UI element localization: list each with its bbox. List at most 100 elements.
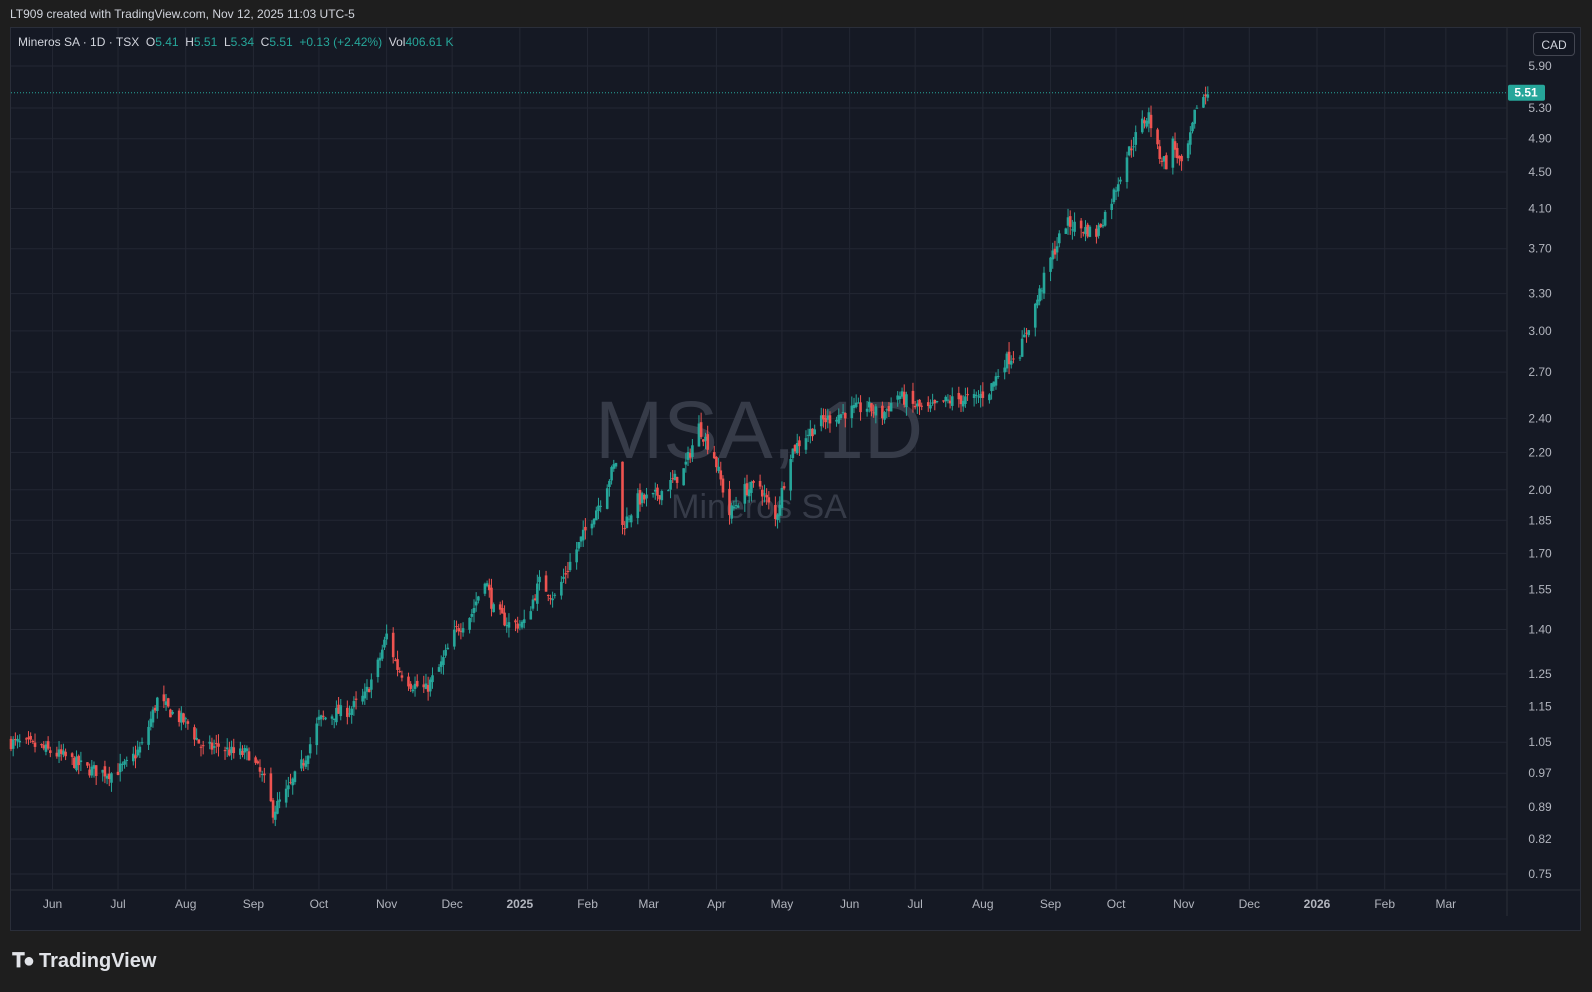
candle-body xyxy=(149,718,153,727)
candle-body xyxy=(996,375,1000,377)
candle-body xyxy=(933,399,937,404)
candle-body xyxy=(40,743,43,746)
candle-body xyxy=(1189,132,1192,145)
candle-body xyxy=(926,402,930,407)
candle-body xyxy=(487,584,491,591)
candle-body xyxy=(518,624,522,626)
candle-body xyxy=(658,495,661,500)
candle-body xyxy=(276,800,279,814)
candle-body xyxy=(1116,184,1120,192)
x-tick-label: Sep xyxy=(1040,897,1062,911)
candle-body xyxy=(1068,216,1072,227)
x-tick-label: Aug xyxy=(972,897,993,911)
x-tick-label: Dec xyxy=(1239,897,1260,911)
candle-body xyxy=(905,394,908,408)
x-tick-label: Jun xyxy=(840,897,859,911)
candle-body xyxy=(29,735,32,740)
candle-body xyxy=(1007,351,1011,365)
candle-body xyxy=(994,376,998,386)
candle-body xyxy=(549,598,552,600)
candle-body xyxy=(308,744,312,754)
candle-body xyxy=(180,712,183,723)
candle-body xyxy=(455,626,458,628)
candle-body xyxy=(1023,334,1026,338)
candle-body xyxy=(605,488,609,509)
candle-body xyxy=(88,769,91,776)
candle-body xyxy=(31,740,35,742)
candle-body xyxy=(1193,109,1196,124)
candle-body xyxy=(551,598,554,601)
candle-body xyxy=(171,711,174,714)
legend-open: 5.41 xyxy=(155,35,179,49)
candle-body xyxy=(675,476,679,483)
candle-body xyxy=(1095,228,1098,237)
candle-body xyxy=(300,759,303,769)
y-tick-label: 1.40 xyxy=(1528,622,1552,636)
tradingview-logo[interactable]: 𝐓● TradingView xyxy=(12,950,156,973)
candle-body xyxy=(350,708,353,716)
y-tick-label: 2.20 xyxy=(1528,445,1552,459)
candle-body xyxy=(1175,147,1179,159)
candle-body xyxy=(1204,94,1207,97)
candle-body xyxy=(608,480,611,488)
y-tick-label: 1.70 xyxy=(1528,546,1552,560)
candle-body xyxy=(1171,138,1175,168)
candle-body xyxy=(896,395,899,400)
candle-body xyxy=(1005,353,1009,369)
candle-body xyxy=(214,743,218,745)
candle-body xyxy=(988,394,991,401)
candle-body xyxy=(920,405,924,407)
candle-body xyxy=(745,483,749,496)
candle-body xyxy=(291,778,295,786)
candle-body xyxy=(105,775,109,779)
candle-body xyxy=(520,621,524,628)
candle-body xyxy=(612,464,616,469)
candle-body xyxy=(507,622,511,628)
candle-body xyxy=(1055,246,1059,253)
candle-body xyxy=(1195,107,1199,109)
candle-body xyxy=(225,747,229,750)
candle-body xyxy=(413,683,417,689)
candle-body xyxy=(575,549,578,563)
x-tick-label: Jul xyxy=(110,897,125,911)
candle-body xyxy=(258,767,262,772)
candle-body xyxy=(468,617,471,630)
candle-body xyxy=(560,581,563,596)
candle-body xyxy=(492,604,495,613)
tradingview-logo-icon: 𝐓● xyxy=(12,950,35,972)
candle-body xyxy=(667,490,670,492)
candle-body xyxy=(1086,224,1089,237)
candle-body xyxy=(819,415,823,427)
candle-body xyxy=(59,749,63,754)
candle-body xyxy=(964,396,967,404)
candle-body xyxy=(1178,155,1181,159)
candle-body xyxy=(837,414,841,424)
candle-body xyxy=(1156,129,1159,145)
candle-body xyxy=(950,396,954,406)
candle-body xyxy=(913,405,917,408)
candle-body xyxy=(1073,221,1076,232)
x-tick-label: Dec xyxy=(441,897,462,911)
candle-body xyxy=(293,771,297,783)
x-tick-label: Nov xyxy=(376,897,397,911)
candle-body xyxy=(734,505,738,507)
candle-body xyxy=(346,707,349,717)
candle-body xyxy=(911,390,915,404)
candle-body xyxy=(1145,120,1148,127)
currency-button[interactable]: CAD xyxy=(1533,32,1575,56)
x-tick-label: Jun xyxy=(43,897,62,911)
candle-body xyxy=(590,523,594,529)
candle-body xyxy=(90,766,94,776)
watermark-name: Mineros SA xyxy=(671,488,847,526)
candle-body xyxy=(564,573,568,575)
x-tick-label: Aug xyxy=(175,897,196,911)
candle-body xyxy=(79,760,83,763)
legend-volume: 406.61 K xyxy=(405,35,454,49)
y-tick-label: 1.85 xyxy=(1528,513,1552,527)
candle-body xyxy=(306,755,310,764)
candle-body xyxy=(721,478,725,493)
candle-body xyxy=(409,683,412,689)
y-tick-label: 0.97 xyxy=(1528,766,1552,780)
x-tick-label: Jul xyxy=(907,897,922,911)
